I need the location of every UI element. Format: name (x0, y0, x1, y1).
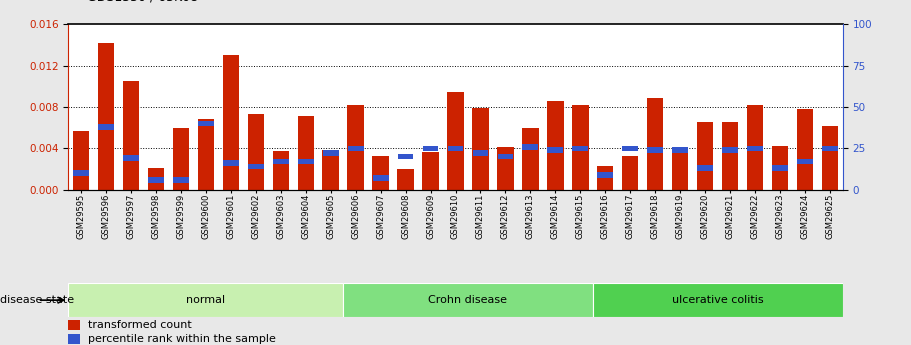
Bar (148, 177, 164, 183)
Bar (222, 55, 239, 190)
Bar (773, 165, 788, 171)
Bar (722, 122, 739, 190)
Bar (222, 160, 239, 166)
Text: Crohn disease: Crohn disease (428, 295, 507, 305)
Bar (172, 128, 189, 190)
Bar (722, 147, 738, 153)
Bar (497, 154, 514, 159)
Bar (73, 131, 89, 190)
Bar (797, 109, 814, 190)
Bar (68, 283, 343, 317)
Bar (68, 334, 80, 344)
Bar (473, 108, 488, 190)
Bar (548, 147, 563, 153)
Bar (68, 320, 80, 330)
Bar (622, 146, 639, 151)
Bar (397, 169, 414, 190)
Bar (697, 122, 713, 190)
Bar (272, 159, 289, 165)
Bar (447, 146, 464, 151)
Bar (272, 151, 289, 190)
Bar (97, 124, 114, 130)
Text: normal: normal (186, 295, 225, 305)
Bar (322, 150, 339, 190)
Bar (123, 156, 138, 161)
Bar (598, 166, 613, 190)
Bar (823, 146, 838, 151)
Bar (572, 105, 589, 190)
Bar (598, 172, 613, 178)
Bar (747, 105, 763, 190)
Text: ulcerative colitis: ulcerative colitis (672, 295, 763, 305)
Bar (648, 147, 663, 153)
Bar (593, 283, 843, 317)
Bar (173, 177, 189, 183)
Text: percentile rank within the sample: percentile rank within the sample (87, 334, 275, 344)
Bar (572, 146, 589, 151)
Bar (198, 121, 214, 126)
Bar (248, 114, 264, 190)
Bar (473, 150, 488, 156)
Bar (497, 147, 514, 190)
Text: GDS1330 / 63K08: GDS1330 / 63K08 (87, 0, 198, 3)
Bar (622, 156, 639, 190)
Bar (773, 146, 788, 190)
Bar (697, 165, 713, 171)
Bar (97, 43, 114, 190)
Bar (373, 156, 389, 190)
Text: transformed count: transformed count (87, 320, 191, 330)
Bar (397, 154, 414, 159)
Bar (672, 147, 689, 153)
Bar (322, 150, 339, 156)
Bar (522, 128, 538, 190)
Bar (647, 98, 663, 190)
Bar (822, 126, 838, 190)
Bar (423, 146, 438, 151)
Bar (298, 159, 313, 165)
Bar (523, 144, 538, 149)
Bar (347, 105, 363, 190)
Bar (348, 146, 363, 151)
Bar (343, 283, 593, 317)
Bar (123, 81, 138, 190)
Bar (248, 164, 263, 169)
Bar (198, 119, 214, 190)
Bar (672, 150, 689, 190)
Bar (423, 152, 438, 190)
Bar (373, 175, 388, 181)
Bar (73, 170, 88, 176)
Bar (298, 116, 313, 190)
Bar (148, 168, 164, 190)
Bar (797, 159, 814, 165)
Bar (747, 146, 763, 151)
Bar (548, 101, 564, 190)
Bar (447, 92, 464, 190)
Text: disease state: disease state (0, 295, 74, 305)
